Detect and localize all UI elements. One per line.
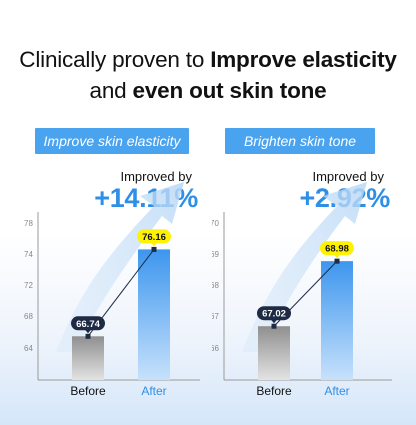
y-tick-label: 66 [212,344,219,353]
category-label-after: After [141,384,166,398]
decorative-arrow [56,182,184,352]
y-tick-label: 72 [24,281,33,290]
y-tick-label: 70 [212,219,219,228]
y-tick-label: 74 [24,250,33,259]
chart-svg: 66 67 68 69 70 67.02 68.98 Before After [212,182,392,398]
data-label-after: 76.16 [142,232,166,243]
bar-before [72,336,104,380]
chart-panel-elasticity: Improve skin elasticity Improved by +14.… [20,128,204,418]
value-bubble-after [320,241,354,256]
point-after [151,246,157,252]
y-tick-label: 68 [24,312,33,321]
category-label-before: Before [70,384,106,398]
chart-panel-skin-tone: Brighten skin tone Improved by +2.92% 66… [212,128,396,418]
y-tick-label: 69 [212,250,219,259]
improved-by-label: Improved by [312,169,384,184]
headline: Clinically proven to Improve elasticity … [0,44,416,106]
value-bubble-tail [334,254,340,259]
bar-before [258,326,290,380]
y-tick-label: 64 [24,344,33,353]
category-label-after: After [324,384,349,398]
headline-line-2: and even out skin tone [89,78,327,103]
category-label-before: Before [256,384,292,398]
data-label-before: 66.74 [76,319,100,330]
headline-line-1: Clinically proven to Improve elasticity [19,47,397,72]
value-bubble-tail [85,329,91,334]
point-before [271,323,277,329]
value-bubble-before [71,316,105,331]
value-bubble-tail [151,242,157,247]
point-after [334,258,340,264]
bar-after [138,249,170,380]
point-before [85,333,91,339]
chart-title-pill: Improve skin elasticity [35,128,189,154]
chart-title-pill: Brighten skin tone [225,128,375,154]
improved-by-label: Improved by [120,169,192,184]
data-label-after: 68.98 [325,244,349,255]
value-bubble-tail [271,319,277,324]
y-tick-label: 68 [212,281,219,290]
value-bubble-before [257,306,291,321]
y-tick-label: 67 [212,312,219,321]
y-tick-label: 78 [24,219,33,228]
chart-svg: 64 68 72 74 78 66.74 76.16 Before After [24,182,200,398]
data-label-before: 67.02 [262,309,286,320]
bar-after [321,261,353,380]
value-bubble-after [137,229,171,244]
